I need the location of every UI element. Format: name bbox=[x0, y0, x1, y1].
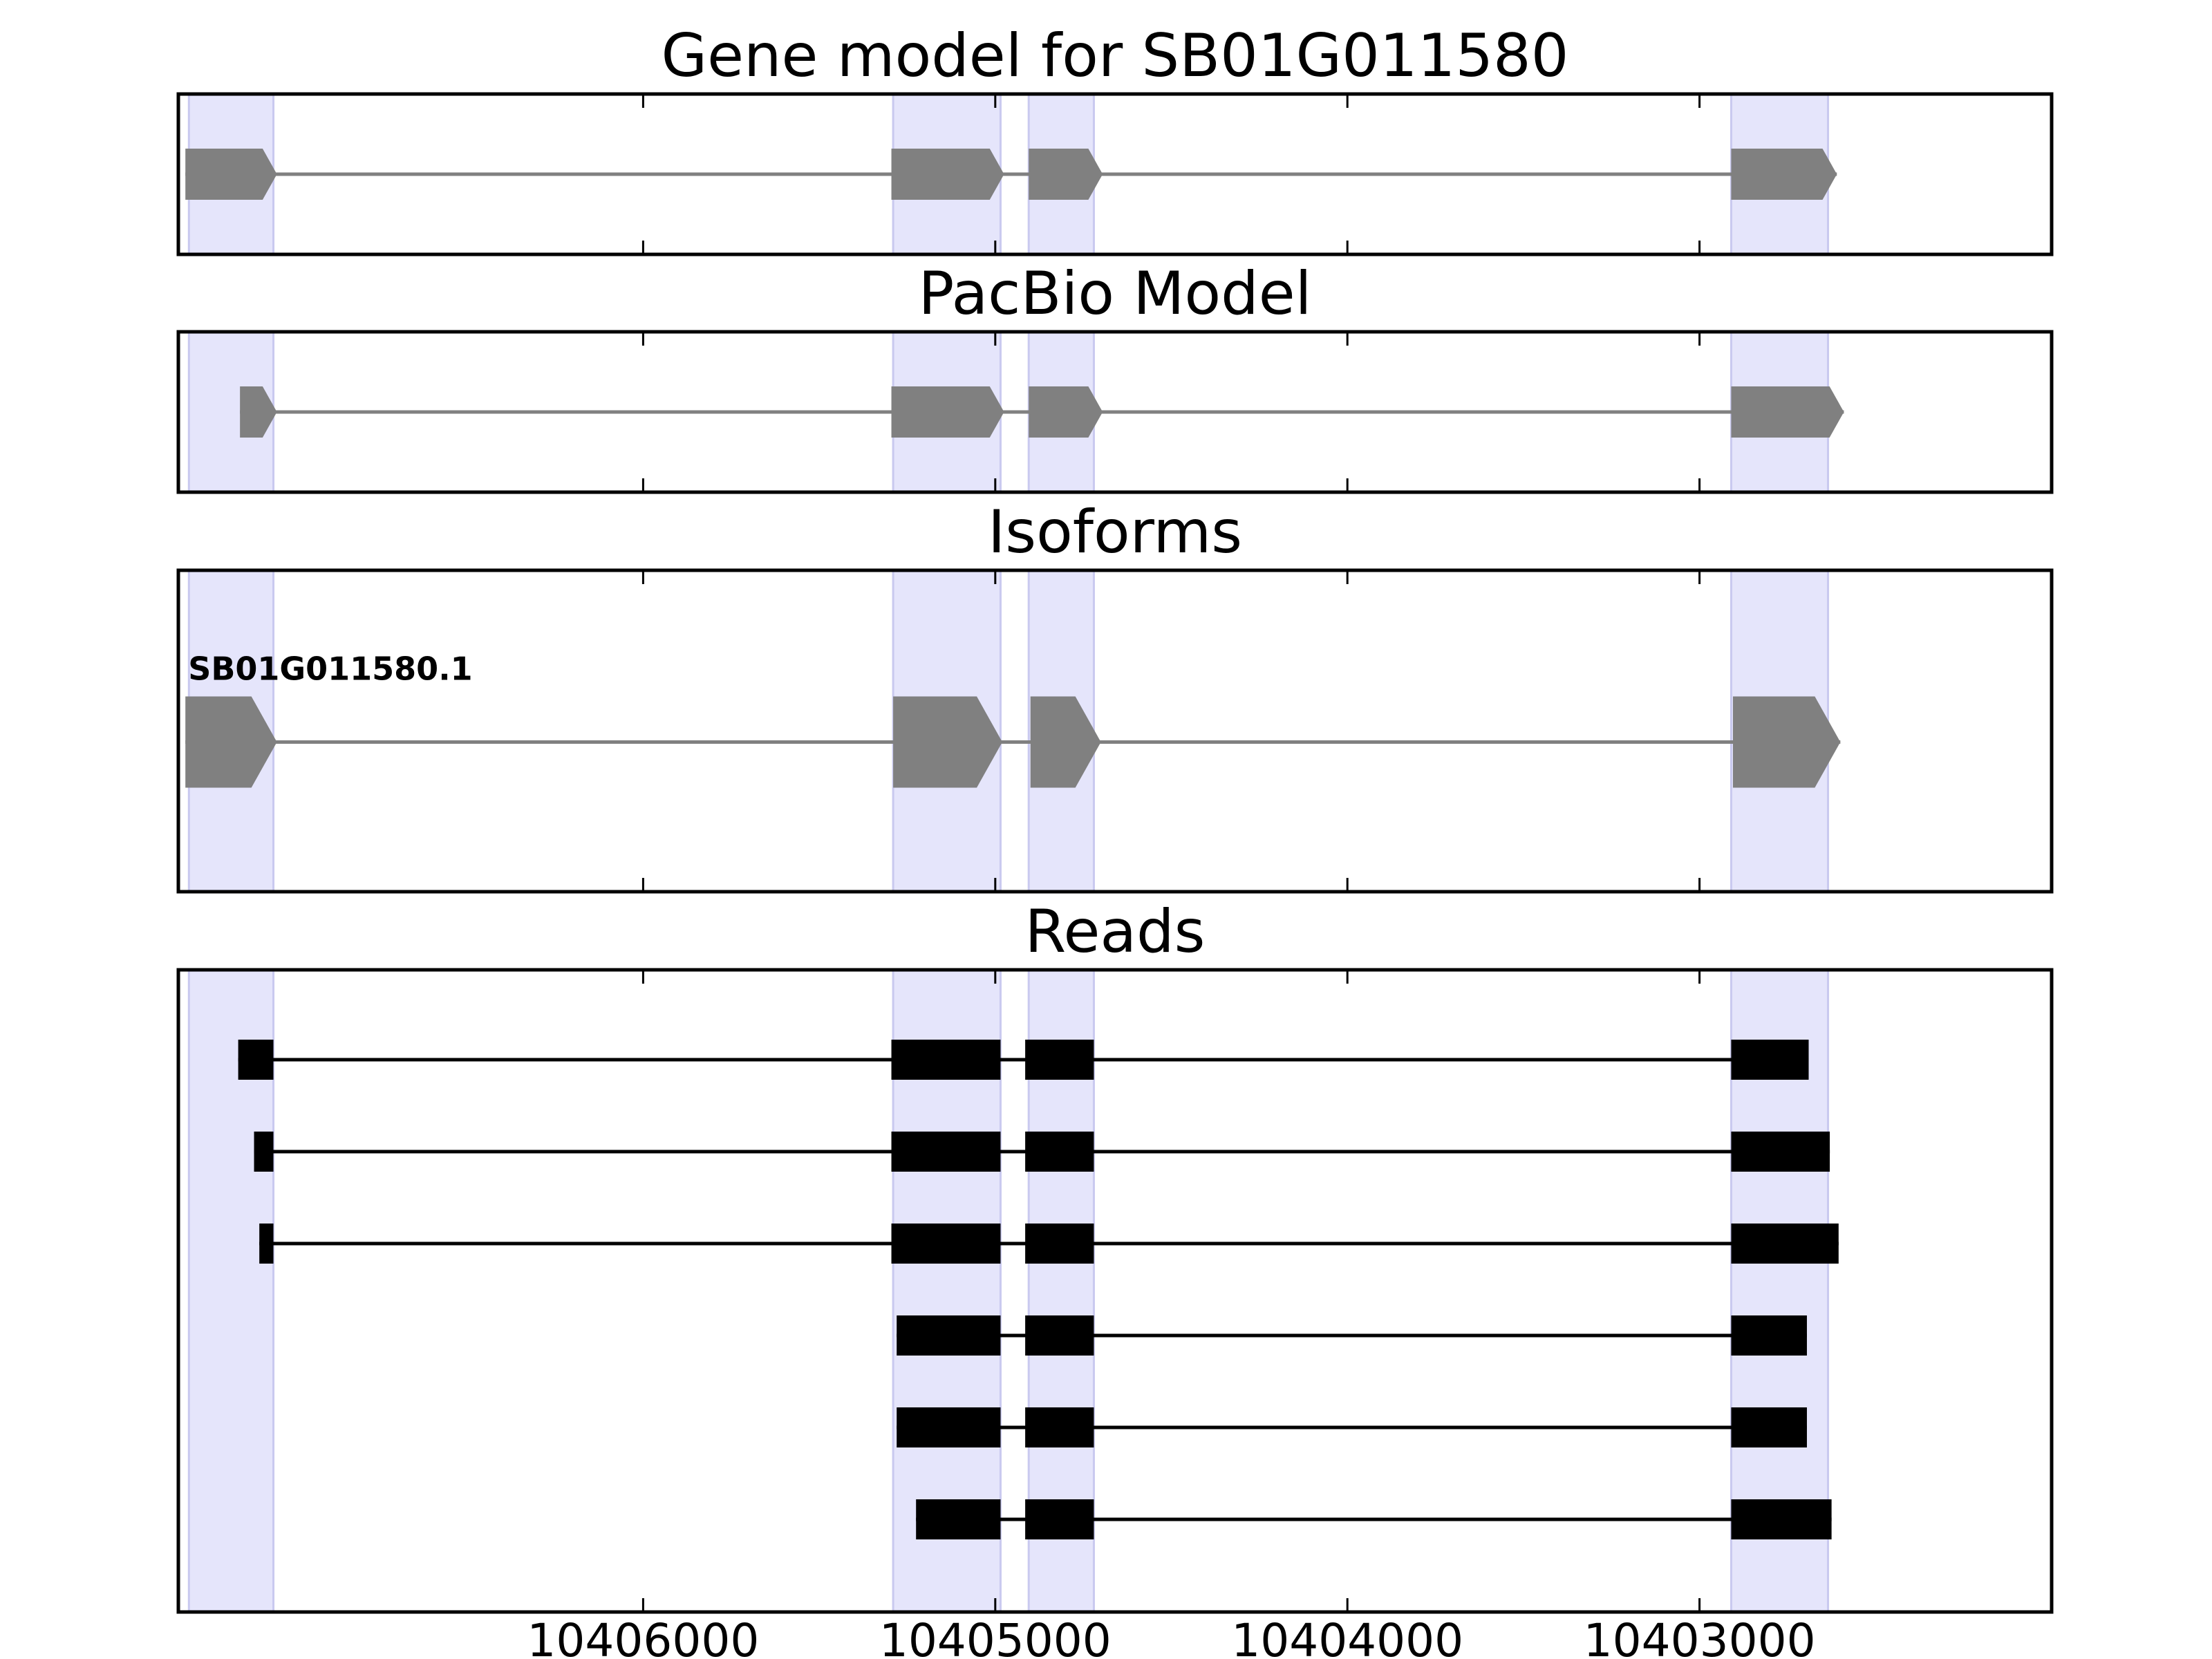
exon-arrow bbox=[1731, 149, 1837, 200]
read-exon bbox=[1731, 1499, 1832, 1539]
exon-arrow bbox=[1029, 149, 1103, 200]
x-tick-label: 10406000 bbox=[527, 1614, 759, 1659]
panel-frame bbox=[176, 968, 2054, 1614]
read-exon bbox=[891, 1040, 1001, 1080]
exon-arrow bbox=[891, 386, 1004, 438]
track bbox=[897, 1407, 1807, 1447]
panel-title: Isoforms bbox=[988, 498, 1242, 567]
panel-pacbio: PacBio Model bbox=[176, 259, 2054, 494]
exon-arrow bbox=[240, 386, 277, 438]
track bbox=[259, 1224, 1839, 1264]
exon-arrow bbox=[1732, 696, 1841, 788]
panel-gene_model: Gene model for SB01G011580 bbox=[176, 21, 2054, 256]
exon-arrow bbox=[893, 696, 1002, 788]
panel-title: Reads bbox=[1025, 897, 1206, 966]
track bbox=[254, 1132, 1830, 1172]
read-exon bbox=[1025, 1224, 1094, 1264]
read-exon bbox=[1025, 1499, 1094, 1539]
track bbox=[185, 149, 1837, 200]
track bbox=[238, 1040, 1809, 1080]
panel-isoforms: Isoforms SB01G011580.1 bbox=[176, 498, 2054, 894]
track bbox=[897, 1315, 1807, 1356]
read-exon bbox=[238, 1040, 274, 1080]
panel-title: PacBio Model bbox=[918, 259, 1311, 328]
track bbox=[916, 1499, 1832, 1539]
read-exon bbox=[1025, 1315, 1094, 1356]
read-exon bbox=[1025, 1407, 1094, 1447]
panel-frame bbox=[176, 568, 2054, 894]
read-exon bbox=[916, 1499, 1001, 1539]
read-exon bbox=[1025, 1132, 1094, 1172]
x-tick-label: 10405000 bbox=[879, 1614, 1112, 1659]
panel-title: Gene model for SB01G011580 bbox=[662, 21, 1569, 91]
isoform-label: SB01G011580.1 bbox=[188, 650, 472, 688]
panel-frame bbox=[176, 92, 2054, 256]
exon-arrow bbox=[185, 149, 277, 200]
read-exon bbox=[254, 1132, 274, 1172]
exon-arrow bbox=[1030, 696, 1101, 788]
exon-arrow bbox=[1029, 386, 1103, 438]
exon-arrow bbox=[891, 149, 1004, 200]
exon-arrow bbox=[1731, 386, 1844, 438]
read-exon bbox=[891, 1224, 1001, 1264]
read-exon bbox=[1731, 1224, 1839, 1264]
exon-arrow bbox=[185, 696, 277, 788]
read-exon bbox=[891, 1132, 1001, 1172]
read-exon bbox=[1731, 1315, 1807, 1356]
track bbox=[240, 386, 1844, 438]
read-exon bbox=[1731, 1407, 1807, 1447]
track: SB01G011580.1 bbox=[185, 650, 1841, 788]
read-exon bbox=[897, 1407, 1001, 1447]
read-exon bbox=[259, 1224, 274, 1264]
panel-frame bbox=[176, 330, 2054, 494]
read-exon bbox=[1025, 1040, 1094, 1080]
read-exon bbox=[1731, 1040, 1809, 1080]
read-exon bbox=[897, 1315, 1001, 1356]
x-tick-label: 10404000 bbox=[1231, 1614, 1463, 1659]
read-exon bbox=[1731, 1132, 1830, 1172]
x-tick-label: 10403000 bbox=[1584, 1614, 1816, 1659]
panel-reads: Reads bbox=[176, 897, 2054, 1614]
